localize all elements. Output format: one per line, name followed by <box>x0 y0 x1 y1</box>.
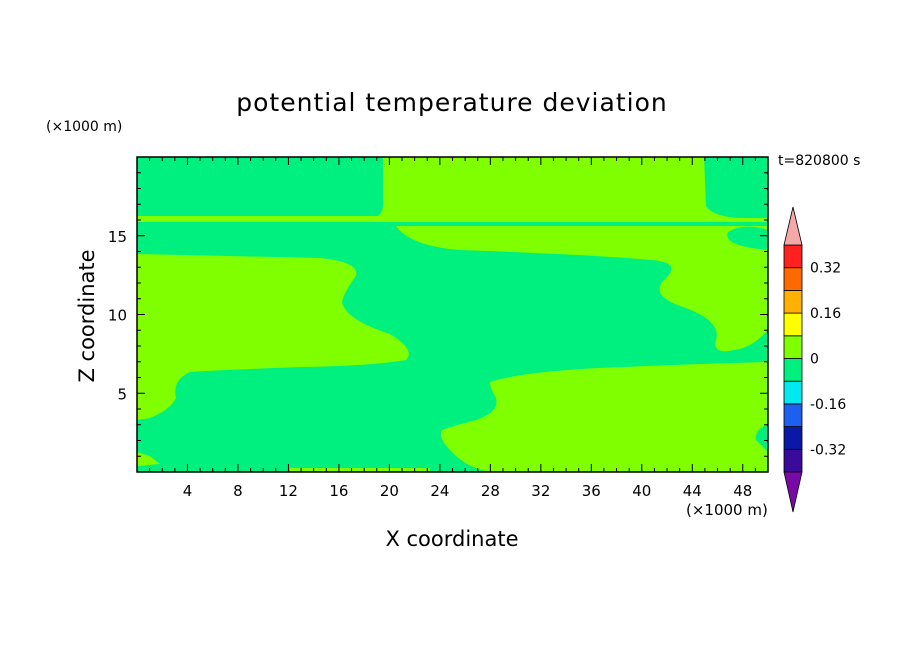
colorbar-swatch <box>783 335 803 359</box>
x-axis-label: X coordinate <box>0 527 904 551</box>
colorbar-swatch <box>783 267 803 291</box>
chart-title: potential temperature deviation <box>236 88 668 117</box>
colorbar-swatch <box>783 289 803 314</box>
field-region-positive-upper-middle <box>396 226 768 352</box>
plot-area <box>136 156 769 473</box>
x-tick-label: 36 <box>582 482 601 500</box>
y-axis-label: Z coordinate <box>75 249 99 382</box>
colorbar-tick-label: 0 <box>810 352 819 368</box>
y-tick-label: 5 <box>117 385 127 403</box>
colorbar-swatch <box>783 403 803 427</box>
x-tick-label: 44 <box>683 482 702 500</box>
colorbar-under-triangle <box>783 471 803 513</box>
x-tick-label: 4 <box>183 482 193 500</box>
x-tick-label: 32 <box>531 482 550 500</box>
field-region-positive-bottom-middle <box>441 362 768 472</box>
y-tick-label: 15 <box>108 228 127 246</box>
colorbar-swatch <box>783 380 803 405</box>
x-tick-label: 20 <box>380 482 399 500</box>
colorbar: -0.32 -0.16 0 0.16 0.32 <box>783 206 846 513</box>
colorbar-over-triangle <box>783 206 803 246</box>
x-tick-label: 48 <box>733 482 752 500</box>
colorbar-tick-label: -0.32 <box>810 442 846 458</box>
x-tick-label: 40 <box>632 482 651 500</box>
x-tick-label: 24 <box>430 482 449 500</box>
colorbar-tick-label: 0.16 <box>810 306 841 322</box>
x-tick-label: 12 <box>279 482 298 500</box>
colorbar-swatch <box>783 358 803 382</box>
x-axis-unit: (×1000 m) <box>686 501 768 519</box>
field-region-positive-top <box>137 157 768 222</box>
x-tick-label: 28 <box>481 482 500 500</box>
colorbar-swatch <box>783 244 803 269</box>
field-region-positive-bottom-strip <box>290 468 430 472</box>
y-axis-unit: (×1000 m) <box>46 119 123 135</box>
colorbar-tick-label: 0.32 <box>810 261 841 277</box>
colorbar-swatch <box>783 448 803 473</box>
time-label: t=820800 s <box>778 153 861 169</box>
colorbar-swatch <box>783 426 803 450</box>
colorbar-swatch <box>783 312 803 337</box>
field-region-positive-bottom-left <box>137 452 160 466</box>
colorbar-tick-label: -0.16 <box>810 397 846 413</box>
y-tick-label: 10 <box>108 307 127 325</box>
x-tick-label: 16 <box>329 482 348 500</box>
x-axis-label-text: X coordinate <box>385 527 519 551</box>
x-tick-label: 8 <box>233 482 243 500</box>
field-region-positive-left <box>137 254 409 420</box>
